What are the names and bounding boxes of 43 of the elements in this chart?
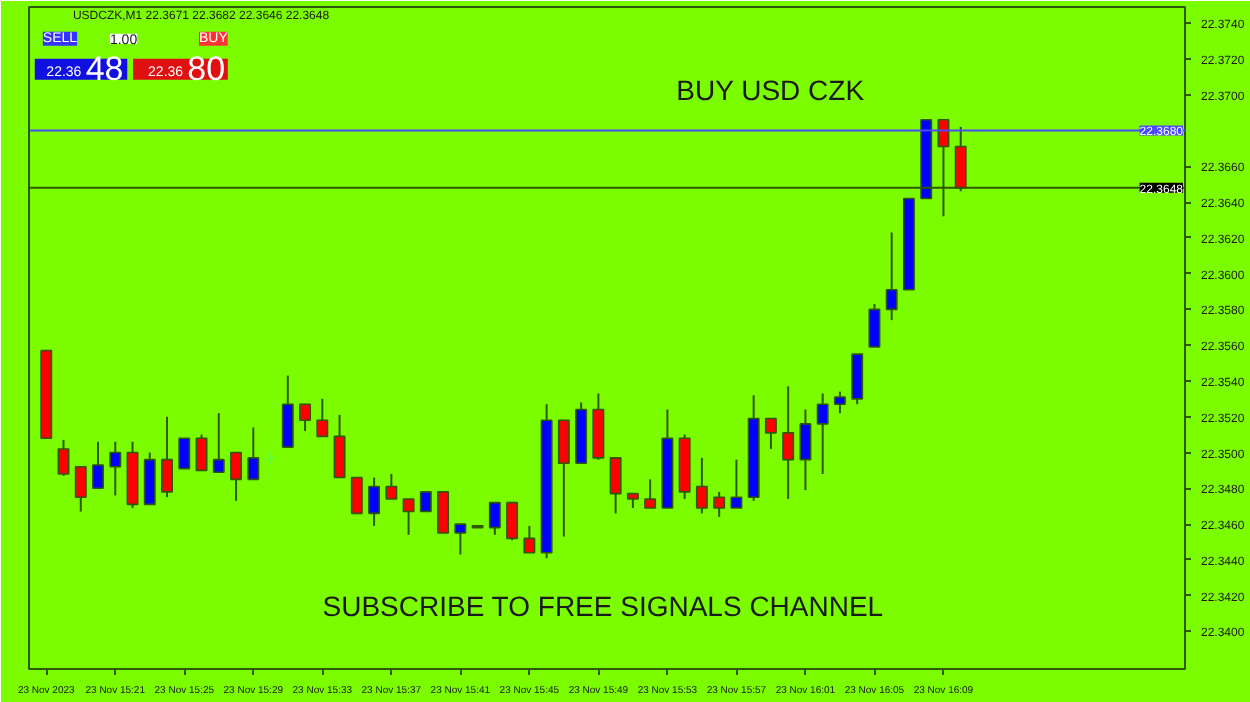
candlestick: [350, 476, 363, 515]
candlestick: [195, 433, 208, 472]
text: BUY USD CZK: [676, 73, 866, 106]
candlestick: [713, 490, 726, 518]
candlestick: [782, 385, 795, 501]
annotation: 80: [187, 49, 226, 88]
candlestick: [333, 413, 346, 479]
candlestick: [730, 458, 743, 509]
candlestick: [506, 501, 519, 542]
candlestick: [74, 465, 87, 513]
candlestick: [799, 408, 812, 492]
candlestick: [212, 412, 225, 474]
candlestick: [57, 438, 70, 477]
candlestick: [109, 440, 122, 497]
candlestick: [833, 390, 846, 415]
candlestick: [281, 374, 294, 449]
candlestick: [695, 456, 708, 515]
candlestick: [316, 397, 329, 438]
candlestick: [609, 456, 622, 515]
candlestick: [885, 231, 898, 322]
candlestick: [868, 303, 881, 348]
candlestick: [764, 417, 777, 450]
candlestick: [419, 491, 432, 513]
candlestick: [523, 524, 536, 554]
candlestick: [143, 451, 156, 506]
candlestick: [488, 501, 501, 536]
candlestick: [816, 392, 829, 475]
candlestick: [368, 476, 381, 527]
candlestick: [644, 478, 657, 509]
candlestick: [230, 451, 243, 502]
candlestick: [851, 353, 864, 406]
candlestick: [92, 440, 104, 490]
candlestick: [402, 498, 415, 536]
candlestick: [178, 437, 191, 470]
candlestick: [557, 419, 570, 538]
candlestick: [247, 426, 260, 481]
candlestick: [437, 491, 450, 534]
candlestick: [385, 472, 398, 501]
annotation: SUBSCRIBE TO FREE SIGNALS CHANNEL: [322, 590, 884, 623]
annotation: 48: [85, 49, 124, 88]
candlestick: [299, 403, 312, 433]
candlestick: [161, 415, 174, 499]
candlestick: [454, 523, 467, 556]
